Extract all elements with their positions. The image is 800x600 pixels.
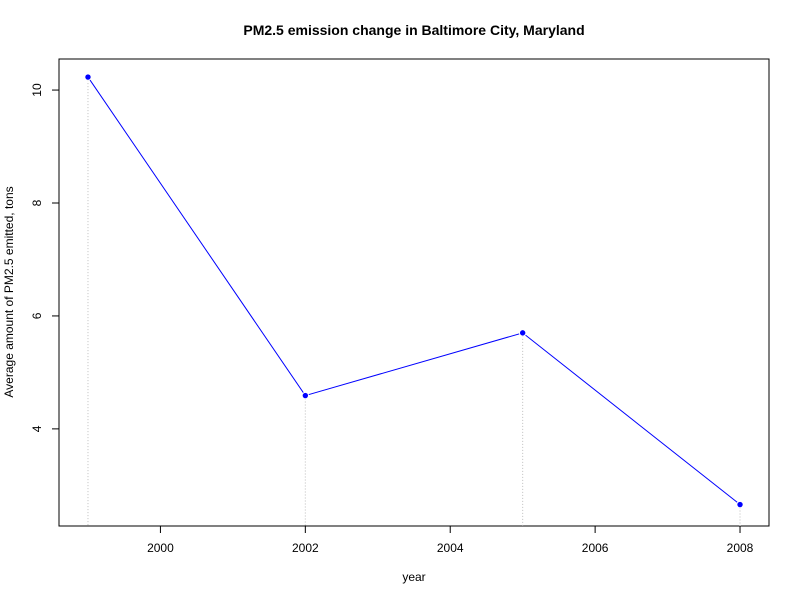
y-tick-label: 8 [30, 199, 44, 206]
x-tick-label: 2008 [727, 541, 754, 555]
x-tick-label: 2002 [292, 541, 319, 555]
series-points [84, 73, 744, 509]
data-point [518, 329, 527, 337]
y-axis: 4 6 8 10 [30, 83, 59, 432]
data-point [301, 391, 310, 400]
series-polyline [87, 76, 741, 505]
y-tick-label: 10 [30, 83, 44, 97]
x-tick-label: 2004 [437, 541, 464, 555]
x-tick-label: 2006 [582, 541, 609, 555]
data-point [736, 500, 744, 509]
drop-lines [87, 77, 741, 526]
data-point [84, 73, 92, 81]
series-line [87, 76, 741, 505]
chart-title: PM2.5 emission change in Baltimore City,… [243, 22, 584, 38]
y-tick-label: 4 [30, 425, 44, 432]
x-tick-label: 2000 [147, 541, 174, 555]
x-axis-label: year [402, 570, 425, 584]
y-axis-label: Average amount of PM2.5 emitted, tons [2, 186, 16, 397]
plot-frame [58, 58, 770, 527]
x-axis: 2000 2002 2004 2006 2008 [147, 526, 754, 555]
y-tick-label: 6 [30, 312, 44, 319]
